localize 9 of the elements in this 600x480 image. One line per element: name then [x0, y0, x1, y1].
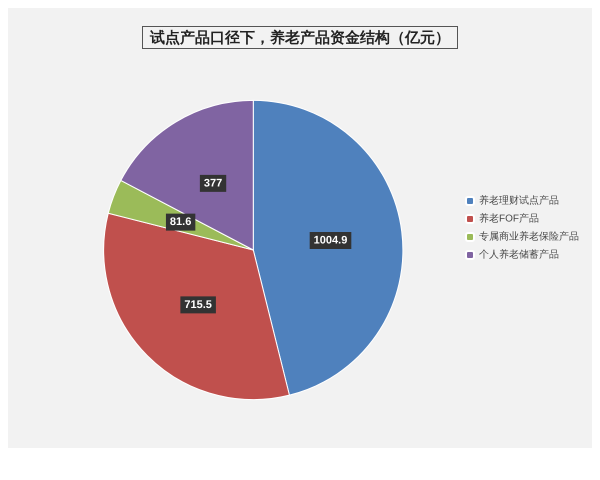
data-label: 81.6 — [170, 216, 192, 228]
legend-label: 专属商业养老保险产品 — [479, 230, 579, 242]
data-label: 377 — [204, 177, 222, 190]
legend-label: 养老理财试点产品 — [479, 194, 559, 206]
legend-label: 养老FOF产品 — [479, 212, 539, 224]
chart-title: 试点产品口径下，养老产品资金结构（亿元） — [149, 28, 450, 46]
data-label: 1004.9 — [314, 234, 348, 247]
legend-label: 个人养老储蓄产品 — [479, 248, 559, 260]
data-label: 715.5 — [184, 298, 212, 311]
